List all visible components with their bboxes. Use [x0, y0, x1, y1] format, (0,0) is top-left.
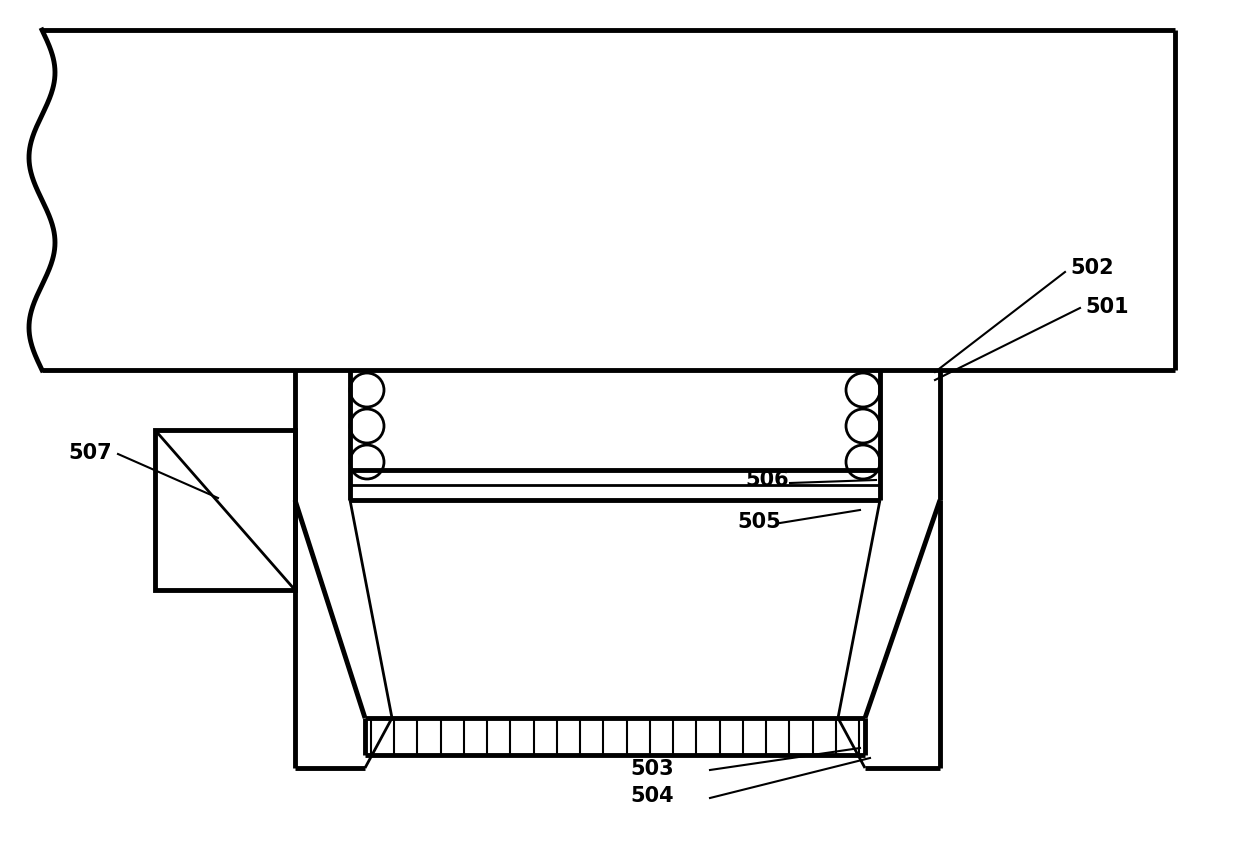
Text: 503: 503 — [630, 759, 673, 779]
Text: 501: 501 — [1085, 297, 1128, 317]
Text: 506: 506 — [745, 470, 789, 490]
Text: 505: 505 — [737, 512, 781, 532]
Text: 507: 507 — [68, 443, 112, 463]
Text: 502: 502 — [1070, 258, 1114, 278]
Text: 504: 504 — [630, 786, 673, 806]
Bar — [155, 430, 295, 590]
